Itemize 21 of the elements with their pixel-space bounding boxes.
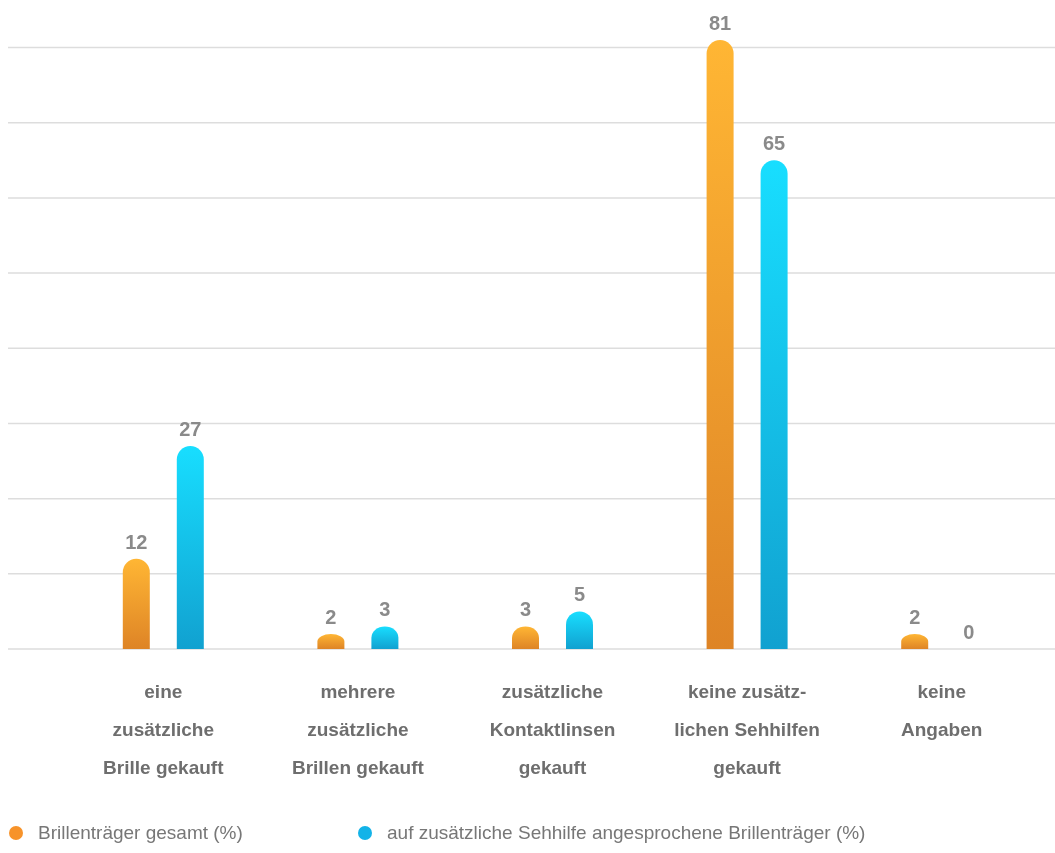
legend-label: auf zusätzliche Sehhilfe angesprochene Brillenträger (%) [387,822,866,843]
x-tick-label: eine zusätzliche Brille gekauft [103,681,225,778]
data-label: 2 [325,605,337,628]
data-label: 12 [125,530,148,553]
bar [122,558,150,649]
data-label: 3 [379,598,391,621]
bar [176,446,204,649]
x-tick-label: keine Angaben [901,681,983,740]
data-label: 0 [963,621,975,643]
bar [706,40,734,649]
data-label: 3 [519,598,532,621]
data-label: 81 [708,12,732,34]
data-label: 5 [573,583,586,606]
x-tick-label: zusätzliche Kontaktlinsen gekauft [489,681,616,778]
bar [760,160,788,649]
x-tick-label: mehrere zusätzliche Brillen gekauft [291,681,425,778]
data-label: 65 [762,132,786,155]
data-label: 27 [179,418,202,440]
data-label: 2 [909,605,921,628]
x-tick-label: keine zusätz- lichen Sehhilfen gekauft [674,681,820,778]
legend-label: Brillenträger gesamt (%) [38,822,243,843]
